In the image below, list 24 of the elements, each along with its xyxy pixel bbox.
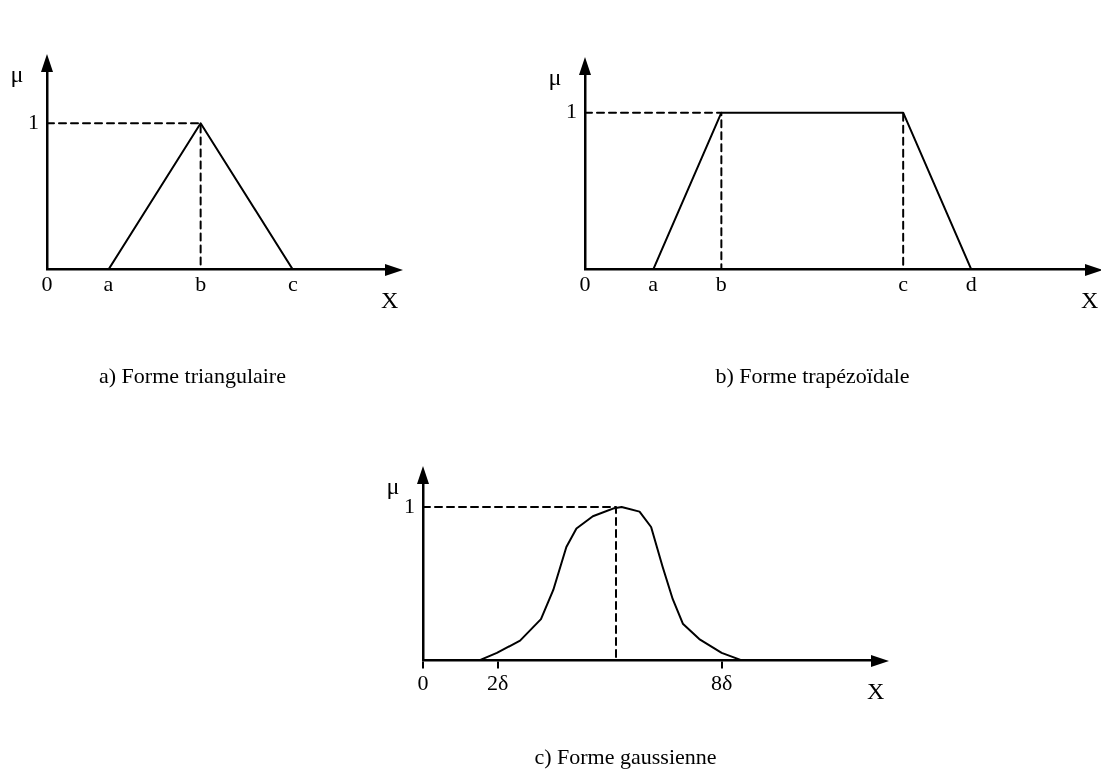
text: c) Forme gaussienne	[534, 743, 717, 769]
x-tick-label: b	[195, 270, 207, 296]
x-tick-label: 0	[579, 270, 591, 296]
y-axis-title: μ	[548, 64, 562, 91]
text: 1	[28, 109, 39, 135]
x-tick-label: 0	[417, 669, 429, 695]
text: 1	[566, 98, 577, 124]
x-tick-label: b	[715, 270, 727, 296]
x-axis-title: X	[867, 677, 885, 704]
x-tick-label: 2δ	[486, 669, 509, 695]
x-tick-label: a	[103, 270, 114, 296]
x-tick-label: 0	[41, 270, 53, 296]
y-axis-title: μ	[10, 61, 24, 88]
x-tick-label: 8δ	[710, 669, 733, 695]
x-tick-label: d	[965, 270, 977, 296]
x-axis-title: X	[1081, 286, 1099, 313]
text: b) Forme trapézoïdale	[715, 362, 910, 388]
x-tick-label: a	[648, 270, 659, 296]
y-axis-title: μ	[386, 473, 400, 500]
text: a) Forme triangulaire	[99, 362, 286, 388]
x-tick-label: c	[287, 270, 298, 296]
x-tick-label: c	[898, 270, 909, 296]
text: 1	[404, 492, 415, 518]
x-axis-title: X	[381, 286, 399, 313]
